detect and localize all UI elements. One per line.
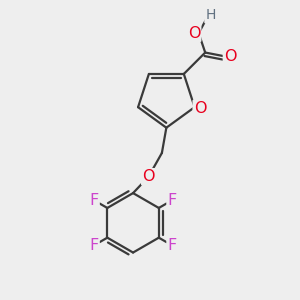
- Text: F: F: [89, 238, 99, 253]
- Text: O: O: [188, 26, 200, 41]
- Text: F: F: [168, 238, 177, 253]
- Text: F: F: [89, 193, 99, 208]
- Text: F: F: [168, 193, 177, 208]
- Text: O: O: [194, 101, 206, 116]
- Text: O: O: [142, 169, 155, 184]
- Text: H: H: [206, 8, 216, 22]
- Text: O: O: [224, 49, 236, 64]
